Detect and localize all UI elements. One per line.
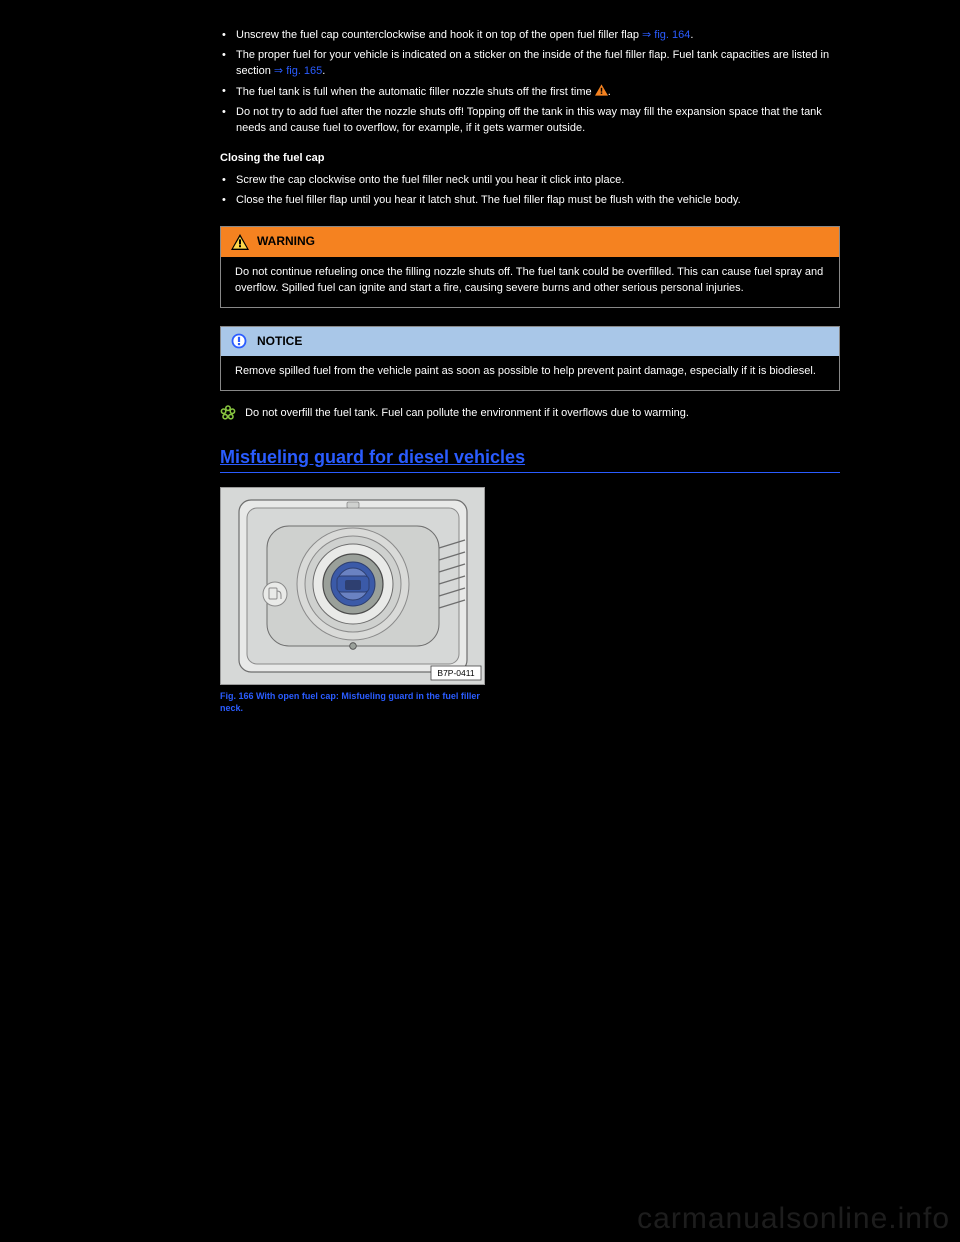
bullet-text-pre: Unscrew the fuel cap counterclockwise an… bbox=[236, 29, 642, 41]
closing-heading: Closing the fuel cap bbox=[220, 151, 840, 167]
environment-tip-text: Do not overfill the fuel tank. Fuel can … bbox=[245, 407, 689, 419]
bullet-text-post: . bbox=[608, 86, 611, 98]
bullet-item: The proper fuel for your vehicle is indi… bbox=[220, 48, 840, 80]
warning-label: WARNING bbox=[257, 233, 315, 250]
fig-link[interactable]: ⇒ fig. 165 bbox=[274, 65, 322, 77]
section-title[interactable]: Misfueling guard for diesel vehicles bbox=[220, 444, 840, 470]
section-title-text: Misfueling guard for diesel vehicles bbox=[220, 447, 525, 467]
bullet-item: Close the fuel filler flap until you hea… bbox=[220, 193, 840, 209]
warning-triangle-icon bbox=[231, 234, 257, 250]
figure: B7P-0411 Fig. 166 With open fuel cap: Mi… bbox=[220, 487, 485, 714]
notice-label: NOTICE bbox=[257, 333, 302, 350]
bullet-text-post: . bbox=[322, 65, 325, 77]
figure-image: B7P-0411 bbox=[220, 487, 485, 685]
bullet-text: Do not try to add fuel after the nozzle … bbox=[236, 106, 822, 134]
closing-bullet-1: Screw the cap clockwise onto the fuel fi… bbox=[236, 174, 624, 186]
warning-body: Do not continue refueling once the filli… bbox=[221, 257, 839, 307]
notice-circle-icon bbox=[231, 333, 257, 349]
bullet-item: The fuel tank is full when the automatic… bbox=[220, 84, 840, 101]
bullet-item: Screw the cap clockwise onto the fuel fi… bbox=[220, 173, 840, 189]
bullet-text-pre: The fuel tank is full when the automatic… bbox=[236, 86, 595, 98]
recycle-flower-icon bbox=[220, 405, 236, 421]
figure-caption: Fig. 166 With open fuel cap: Misfueling … bbox=[220, 691, 485, 714]
warning-triangle-icon bbox=[595, 84, 608, 96]
closing-bullet-2: Close the fuel filler flap until you hea… bbox=[236, 194, 741, 206]
watermark: carmanualsonline.info bbox=[637, 1202, 950, 1236]
fig-link[interactable]: ⇒ fig. 164 bbox=[642, 29, 690, 41]
bullet-text-post: . bbox=[690, 29, 693, 41]
bullet-item: Do not try to add fuel after the nozzle … bbox=[220, 105, 840, 137]
notice-body: Remove spilled fuel from the vehicle pai… bbox=[221, 356, 839, 390]
warning-box: WARNING Do not continue refueling once t… bbox=[220, 226, 840, 307]
warning-header: WARNING bbox=[221, 227, 839, 256]
title-rule bbox=[220, 472, 840, 473]
notice-header: NOTICE bbox=[221, 327, 839, 356]
figure-tag-text: B7P-0411 bbox=[437, 668, 474, 678]
environment-tip: Do not overfill the fuel tank. Fuel can … bbox=[220, 405, 840, 422]
notice-box: NOTICE Remove spilled fuel from the vehi… bbox=[220, 326, 840, 391]
bullet-item: Unscrew the fuel cap counterclockwise an… bbox=[220, 28, 840, 44]
